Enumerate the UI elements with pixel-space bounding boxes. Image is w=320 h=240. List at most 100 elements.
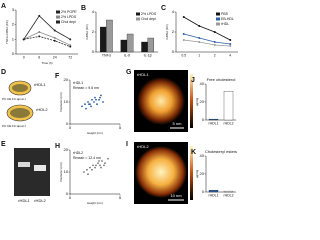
image-label: rHDL1 (137, 72, 149, 77)
point (69, 38, 72, 41)
legend-swatch (56, 20, 60, 24)
panel-letter: I (126, 141, 128, 148)
point (22, 38, 25, 41)
legend-swatch (56, 15, 60, 19)
point (182, 16, 185, 18)
panel-letter: K (191, 149, 196, 156)
y-axis-label: mRNA (FC) (165, 24, 169, 40)
point (88, 103, 90, 106)
lane-label: rHDL2 (34, 198, 46, 203)
y-tick-label: 40 (200, 153, 205, 158)
point (99, 96, 101, 99)
y-tick-label: 20 (64, 77, 69, 82)
y-axis-label: µg/mg (195, 169, 199, 178)
point (229, 45, 232, 47)
point (96, 103, 98, 106)
y-tick-label: 10 (64, 99, 69, 104)
panel-letter: B (81, 5, 86, 12)
y-tick-label: 4 (172, 9, 175, 14)
point (98, 98, 100, 101)
point (213, 41, 216, 43)
y-tick-label: 20 (200, 99, 205, 104)
point (38, 35, 41, 38)
series-line (183, 39, 231, 47)
y-tick-label: 20 (64, 147, 69, 152)
bar (106, 19, 113, 53)
series-line (23, 15, 71, 40)
point (182, 39, 185, 41)
gel-band (34, 165, 46, 171)
bar (223, 91, 234, 121)
point (229, 39, 232, 41)
particle (137, 77, 185, 125)
point (89, 166, 91, 169)
point (198, 37, 201, 39)
x-axis-label: Height (nm) (87, 131, 103, 135)
y-tick-label: 40 (200, 81, 205, 86)
composition: PC:CE:FC:apoA-I (2, 97, 26, 101)
y-tick-label: 4 (92, 9, 95, 14)
y-axis-label: µg/mg (195, 97, 199, 106)
point (53, 29, 56, 32)
x-axis-label: Time (h) (41, 61, 52, 65)
point (229, 43, 232, 45)
bar (120, 39, 128, 53)
y-tick-label: 0 (92, 49, 95, 54)
point (87, 101, 89, 103)
series-line (23, 35, 71, 48)
bar (223, 190, 234, 193)
disc-label: rHDL1 (34, 82, 46, 87)
point (95, 98, 97, 101)
x-tick-label: IL-6 (124, 53, 130, 57)
image-label: rHDL2 (137, 144, 149, 149)
point (81, 105, 83, 108)
legend-swatch (136, 17, 140, 21)
disc-label: rHDL2 (36, 107, 48, 112)
x-tick-label: 5 (119, 195, 122, 200)
x-tick-label: 24 (53, 55, 57, 59)
point (38, 31, 41, 33)
legend-swatch (216, 17, 220, 21)
x-tick-label: IL-1β (144, 53, 152, 57)
point (198, 41, 201, 43)
y-tick-label: 0 (202, 189, 205, 194)
annotation: rHDL1 (73, 81, 83, 85)
bar (208, 190, 219, 193)
point (85, 107, 87, 110)
point (213, 44, 216, 46)
panel-letter: E (1, 141, 6, 148)
point (94, 166, 96, 169)
y-tick-label: 2 (92, 29, 95, 34)
annotation: Rmean = 12.4 nm (73, 156, 101, 160)
chart-title: Free cholesterol (207, 77, 236, 82)
point (103, 164, 105, 167)
legend-label: PBS (221, 12, 229, 16)
panel-letter: D (1, 69, 6, 76)
legend-swatch (136, 12, 140, 16)
series-line (183, 16, 231, 41)
point (93, 101, 95, 103)
series-line (23, 31, 71, 46)
legend-label: EB-HDL (221, 17, 234, 21)
colorbar (190, 74, 193, 128)
x-tick-label: TNFα (102, 53, 111, 57)
y-tick-label: 20 (200, 171, 205, 176)
bar (126, 33, 134, 53)
x-tick-label: 72 (68, 55, 72, 59)
legend-label: rHDL (221, 22, 229, 26)
panel-letter: A (1, 3, 6, 10)
x-tick-label: 0 (23, 55, 25, 59)
point (38, 14, 41, 17)
point (104, 162, 106, 165)
legend-swatch (216, 12, 220, 16)
x-tick-label: 5 (119, 125, 122, 130)
point (69, 45, 72, 48)
x-tick-label: 4 (229, 53, 231, 57)
chart-title: Cholesteryl esters (205, 149, 237, 154)
point (91, 98, 93, 101)
x-tick-label: rHDL1 (208, 121, 218, 125)
gel (14, 148, 50, 196)
legend-label: 2% POPE (61, 10, 77, 14)
colorbar (190, 146, 193, 200)
point (97, 162, 99, 165)
